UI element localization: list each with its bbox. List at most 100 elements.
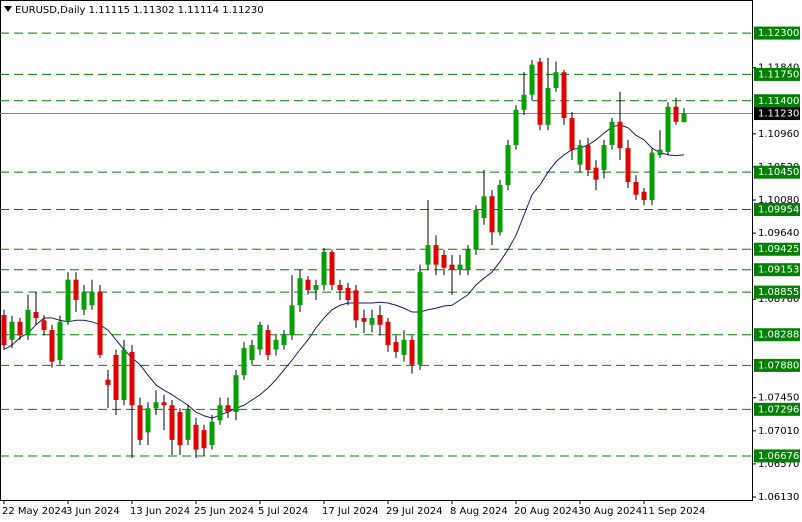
candle-body [401, 339, 407, 355]
level-label-box [754, 449, 800, 463]
x-tick-label: 22 May 2024 [2, 506, 67, 517]
level-label-box [754, 165, 800, 179]
candle-body [225, 405, 231, 413]
candle-body [137, 405, 143, 440]
level-label: 1.11400 [758, 96, 799, 107]
y-tick-label: 1.10960 [758, 129, 799, 140]
candle-body [57, 321, 63, 361]
level-label: 1.07880 [758, 360, 799, 371]
candle-body [497, 184, 503, 233]
x-tick-label: 29 Jul 2024 [386, 506, 443, 517]
candle-body [561, 72, 567, 119]
candle-body [169, 405, 175, 440]
candle-body [121, 349, 127, 400]
candle-body [441, 254, 447, 268]
candle-body [217, 405, 223, 421]
level-label-box [754, 242, 800, 256]
candle-body [505, 145, 511, 185]
chart-title: EURUSD,Daily 1.11115 1.11302 1.11114 1.1… [15, 5, 264, 16]
level-label-box [754, 358, 800, 372]
candle-body [609, 121, 615, 146]
plot-frame [0, 0, 753, 501]
x-tick-label: 3 Jun 2024 [66, 506, 120, 517]
y-tick-label: 1.10080 [758, 195, 799, 206]
candle-body [625, 148, 631, 182]
candle-body [465, 249, 471, 270]
candle-body [113, 354, 119, 400]
candle-body [361, 318, 367, 322]
x-tick-label: 13 Jun 2024 [130, 506, 190, 517]
candle-body [481, 196, 487, 219]
candle-body [449, 264, 455, 270]
x-tick-label: 8 Aug 2024 [450, 506, 508, 517]
candle-body [553, 72, 559, 88]
candle-body [681, 113, 687, 123]
level-label: 1.06676 [758, 451, 799, 462]
candle-body [329, 251, 335, 285]
candle-body [265, 330, 271, 355]
candle-body [545, 87, 551, 125]
candle-body [25, 309, 31, 336]
level-label-box [754, 285, 800, 299]
candle-body [241, 348, 247, 376]
y-tick-label: 1.08760 [758, 294, 799, 305]
candle-body [377, 315, 383, 325]
candle-body [617, 121, 623, 149]
candle-body [417, 272, 423, 365]
candle-body [161, 402, 167, 406]
candle-body [281, 335, 287, 346]
current-price-box [754, 107, 800, 121]
level-label-box [754, 402, 800, 416]
x-tick-label: 11 Sep 2024 [642, 506, 705, 517]
candle-body [257, 324, 263, 350]
candle-body [201, 430, 207, 449]
candle-body [433, 245, 439, 265]
candle-body [593, 167, 599, 180]
level-label: 1.09153 [758, 265, 799, 276]
candle-body [641, 191, 647, 200]
candle-body [9, 321, 15, 340]
candle-body [273, 339, 279, 350]
level-label: 1.08855 [758, 287, 799, 298]
level-label-box [754, 94, 800, 108]
candle-body [585, 145, 591, 170]
candle-body [369, 318, 375, 325]
y-tick-label: 1.07450 [758, 393, 799, 404]
candle-body [41, 320, 47, 331]
candle-body [185, 409, 191, 440]
level-label: 1.11750 [758, 69, 799, 80]
level-label: 1.09425 [758, 244, 799, 255]
candle-body [233, 375, 239, 413]
level-label: 1.10450 [758, 167, 799, 178]
candle-body [393, 342, 399, 352]
candle-body [657, 149, 663, 155]
candle-body [569, 118, 575, 150]
level-label-box [754, 328, 800, 342]
menu-icon[interactable] [4, 6, 12, 12]
x-tick-label: 20 Aug 2024 [514, 506, 578, 517]
level-label-box [754, 263, 800, 277]
candle-body [73, 279, 79, 300]
candle-body [209, 421, 215, 446]
candle-body [49, 330, 55, 362]
y-tick-label: 1.09640 [758, 228, 799, 239]
candle-body [17, 321, 23, 336]
candle-body [521, 94, 527, 110]
y-tick-label: 1.06130 [758, 492, 799, 503]
level-label-box [754, 67, 800, 81]
x-tick-label: 5 Jul 2024 [258, 506, 308, 517]
level-label: 1.09954 [758, 204, 799, 215]
candle-body [577, 145, 583, 165]
candle-body [297, 278, 303, 306]
level-label-box [754, 26, 800, 40]
moving-average [3, 124, 685, 419]
candle-body [353, 290, 359, 321]
candle-body [489, 196, 495, 233]
candle-body [385, 321, 391, 346]
candle-body [305, 279, 311, 291]
candle-body [1, 315, 7, 346]
level-label: 1.12300 [758, 28, 799, 39]
candle-body [513, 109, 519, 146]
candle-body [649, 152, 655, 200]
candle-body [313, 284, 319, 291]
